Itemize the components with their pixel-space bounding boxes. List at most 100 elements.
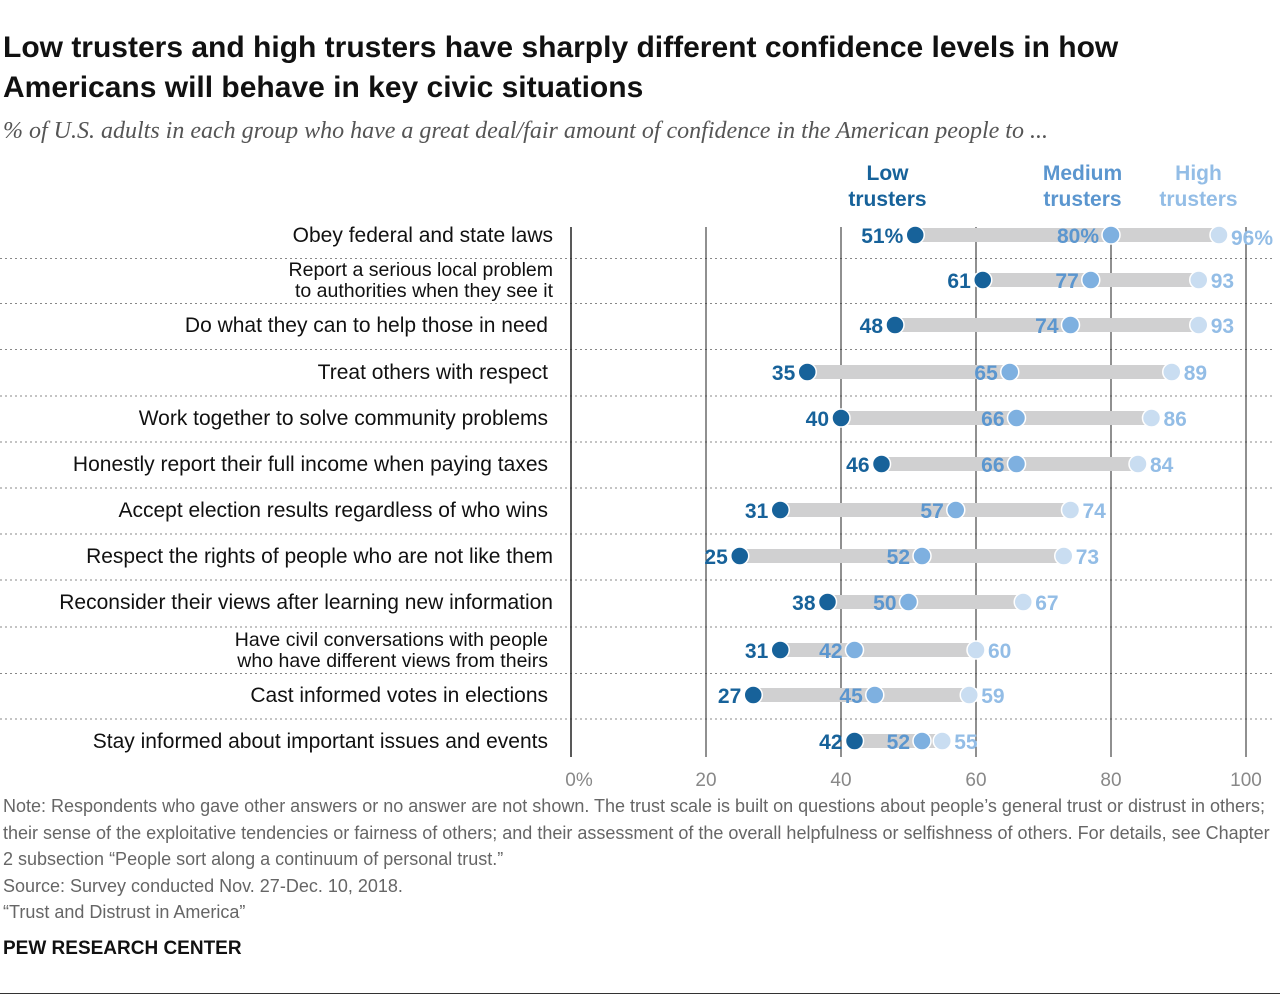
note-text: Note: Respondents who gave other answers… xyxy=(3,796,1270,869)
category-label: Stay informed about important issues and… xyxy=(93,730,548,753)
chart-subtitle: % of U.S. adults in each group who have … xyxy=(3,118,1048,144)
category-label: who have different views from theirs xyxy=(236,650,548,672)
label-medium-trusters: 74 xyxy=(1035,315,1059,338)
label-low-trusters: 61 xyxy=(947,270,971,293)
chart-title: Low trusters and high trusters have shar… xyxy=(3,31,1119,104)
dot-medium-trusters xyxy=(1000,362,1020,382)
x-tick-label: 0% xyxy=(565,770,593,791)
label-medium-trusters: 52 xyxy=(887,546,910,569)
label-high-trusters: 86 xyxy=(1164,408,1187,431)
category-label: Do what they can to help those in need xyxy=(185,314,548,337)
label-medium-trusters: 66 xyxy=(981,408,1004,431)
label-high-trusters: 84 xyxy=(1150,454,1174,477)
dot-medium-trusters xyxy=(898,592,919,612)
label-low-trusters: 25 xyxy=(704,546,728,569)
label-high-trusters: 89 xyxy=(1184,362,1207,385)
label-medium-trusters: 80% xyxy=(1057,225,1099,248)
dot-high-trusters xyxy=(1189,270,1209,290)
dot-low-trusters xyxy=(871,454,892,474)
dot-medium-trusters xyxy=(1006,454,1027,474)
label-low-trusters: 35 xyxy=(772,362,796,385)
dot-low-trusters xyxy=(831,408,851,428)
dot-medium-trusters xyxy=(1081,270,1101,290)
dot-low-trusters xyxy=(797,362,817,382)
dot-medium-trusters xyxy=(912,731,932,751)
category-label: to authorities when they see it xyxy=(295,280,554,302)
dot-medium-trusters xyxy=(946,500,966,520)
category-label: Accept election results regardless of wh… xyxy=(118,499,548,522)
label-medium-trusters: 77 xyxy=(1055,270,1078,293)
x-tick-label: 20 xyxy=(695,770,716,791)
label-low-trusters: 46 xyxy=(846,454,869,477)
legend-medium: Medium trusters xyxy=(1030,161,1135,213)
label-medium-trusters: 65 xyxy=(974,362,998,385)
label-low-trusters: 31 xyxy=(745,640,769,663)
label-high-trusters: 59 xyxy=(981,685,1004,708)
dot-chart: 0% 20 40 60 80 100 Obey federal and state laws… xyxy=(0,224,1275,791)
dot-medium-trusters xyxy=(844,640,865,660)
dot-high-trusters xyxy=(932,731,952,751)
dot-high-trusters xyxy=(1128,454,1148,474)
dot-low-trusters xyxy=(844,731,865,751)
x-tick-label: 60 xyxy=(965,770,986,791)
legend-high-line2: trusters xyxy=(1159,188,1238,211)
label-low-trusters: 51% xyxy=(861,225,903,248)
label-medium-trusters: 45 xyxy=(839,685,863,708)
label-high-trusters: 73 xyxy=(1076,546,1099,569)
label-low-trusters: 40 xyxy=(806,408,829,431)
dot-high-trusters xyxy=(1209,225,1229,245)
dot-low-trusters xyxy=(905,225,925,245)
label-high-trusters: 93 xyxy=(1211,315,1234,338)
label-low-trusters: 38 xyxy=(792,592,816,615)
label-medium-trusters: 42 xyxy=(819,640,842,663)
report-title: “Trust and Distrust in America” xyxy=(3,902,246,922)
label-medium-trusters: 57 xyxy=(920,500,943,523)
category-label: Cast informed votes in elections xyxy=(250,684,548,707)
brand-logo-text: PEW RESEARCH CENTER xyxy=(3,938,242,959)
x-tick-label: 80 xyxy=(1100,770,1121,791)
dot-low-trusters xyxy=(770,500,790,520)
category-label: Work together to solve community problem… xyxy=(139,407,548,430)
label-low-trusters: 27 xyxy=(718,685,741,708)
dot-low-trusters xyxy=(770,640,790,660)
label-high-trusters: 74 xyxy=(1083,500,1107,523)
category-label: Treat others with respect xyxy=(318,361,548,384)
label-low-trusters: 42 xyxy=(819,731,842,754)
notes: Note: Respondents who gave other answers… xyxy=(3,793,1278,926)
category-label: Obey federal and state laws xyxy=(293,224,553,247)
legend-high-line1: High xyxy=(1175,162,1222,185)
dot-low-trusters xyxy=(885,315,905,335)
dot-high-trusters xyxy=(1060,500,1081,520)
label-high-trusters: 67 xyxy=(1035,592,1058,615)
category-label: Honestly report their full income when p… xyxy=(73,453,548,476)
dot-high-trusters xyxy=(1141,408,1162,428)
legend-medium-line2: trusters xyxy=(1043,188,1122,211)
dot-low-trusters xyxy=(743,685,763,705)
label-medium-trusters: 50 xyxy=(873,592,896,615)
legend-low-line2: trusters xyxy=(848,188,927,211)
label-low-trusters: 48 xyxy=(860,315,884,338)
bottom-rule xyxy=(0,993,1280,994)
category-label: Respect the rights of people who are not… xyxy=(86,545,553,568)
dot-high-trusters xyxy=(1054,546,1074,566)
dot-high-trusters xyxy=(1162,362,1182,382)
source-text: Source: Survey conducted Nov. 27-Dec. 10… xyxy=(3,875,403,896)
label-medium-trusters: 66 xyxy=(981,454,1004,477)
dot-high-trusters xyxy=(1013,592,1033,612)
label-high-trusters: 93 xyxy=(1211,270,1234,293)
label-high-trusters: 96% xyxy=(1231,227,1273,250)
label-high-trusters: 60 xyxy=(988,640,1011,663)
dot-medium-trusters xyxy=(1060,315,1081,335)
label-low-trusters: 31 xyxy=(745,500,769,523)
dot-low-trusters xyxy=(973,270,993,290)
dot-high-trusters xyxy=(1189,315,1209,335)
dot-high-trusters xyxy=(966,640,986,660)
dot-high-trusters xyxy=(959,685,979,705)
legend-low-line1: Low xyxy=(866,162,909,185)
dot-low-trusters xyxy=(817,592,838,612)
label-high-trusters: 55 xyxy=(954,731,978,754)
dot-low-trusters xyxy=(730,546,750,566)
legend-low: Low trusters xyxy=(835,161,940,213)
dot-medium-trusters xyxy=(912,546,932,566)
x-tick-label: 100 xyxy=(1230,770,1262,791)
